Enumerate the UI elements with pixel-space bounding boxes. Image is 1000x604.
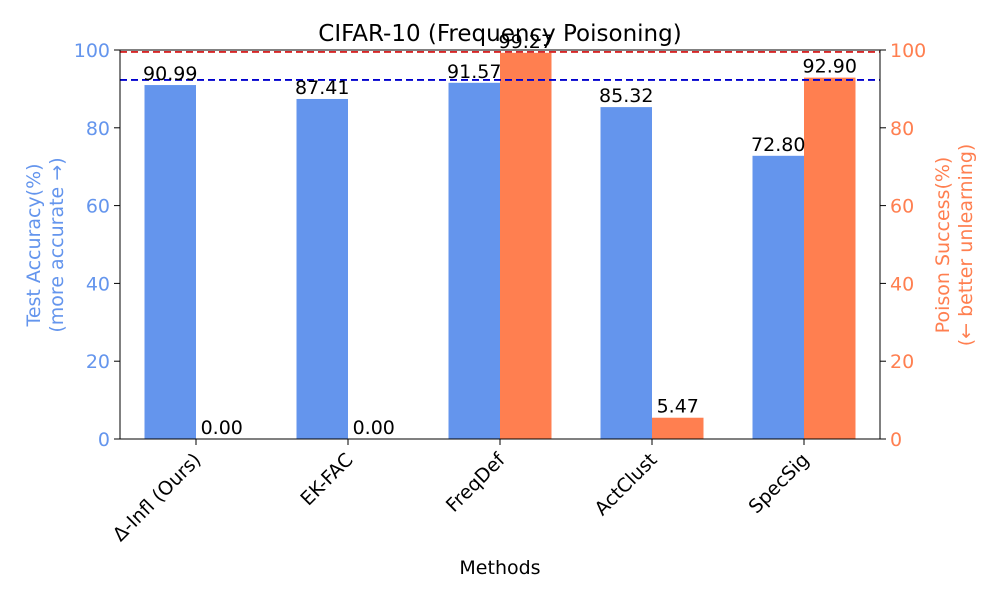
data-label-poison-1: 0.00 (353, 417, 395, 439)
bar-accuracy-0 (144, 85, 196, 440)
bar-poison-2 (500, 52, 552, 440)
left-axis-label-line1: Test Accuracy(%) (23, 163, 45, 327)
left-tick-label-5: 100 (74, 40, 110, 62)
x-tick-label-1: EK-FAC (296, 449, 357, 510)
chart-title: CIFAR-10 (Frequency Poisoning) (318, 21, 681, 47)
left-tick-label-0: 0 (98, 429, 110, 451)
right-tick-label-1: 20 (890, 351, 914, 373)
left-axis-label-line2: (more accurate →) (46, 157, 68, 332)
right-tick-label-5: 100 (890, 40, 926, 62)
x-tick-label-4: SpecSig (744, 449, 813, 518)
data-label-poison-0: 0.00 (201, 417, 243, 439)
data-label-poison-3: 5.47 (657, 396, 699, 418)
x-axis-label: Methods (459, 557, 540, 579)
left-tick-label-3: 60 (86, 196, 110, 218)
bar-poison-4 (804, 77, 856, 439)
left-tick-label-1: 20 (86, 351, 110, 373)
right-tick-label-3: 60 (890, 196, 914, 218)
right-tick-label-4: 80 (890, 118, 914, 140)
bar-accuracy-4 (752, 155, 804, 440)
right-tick-label-2: 40 (890, 273, 914, 295)
bar-poison-3 (652, 417, 704, 439)
bar-accuracy-1 (296, 98, 348, 439)
data-label-accuracy-1: 87.41 (295, 77, 349, 99)
data-label-poison-2: 99.27 (499, 31, 553, 53)
data-label-poison-4: 92.90 (803, 56, 857, 78)
right-axis-label-line2: (← better unlearning) (955, 144, 977, 347)
left-tick-label-2: 40 (86, 273, 110, 295)
right-tick-label-0: 0 (890, 429, 902, 451)
x-tick-label-0: Δ-Infl (Ours) (109, 449, 206, 546)
x-tick-label-3: ActClust (590, 449, 661, 520)
left-tick-label-4: 80 (86, 118, 110, 140)
data-label-accuracy-2: 91.57 (447, 61, 501, 83)
right-axis-label-line1: Poison Success(%) (932, 157, 954, 334)
data-label-accuracy-4: 72.80 (751, 134, 805, 156)
data-label-accuracy-0: 90.99 (143, 63, 197, 85)
bar-accuracy-2 (448, 82, 500, 440)
data-label-accuracy-3: 85.32 (599, 85, 653, 107)
bar-accuracy-3 (600, 107, 652, 440)
x-tick-label-2: FreqDef (442, 448, 511, 517)
